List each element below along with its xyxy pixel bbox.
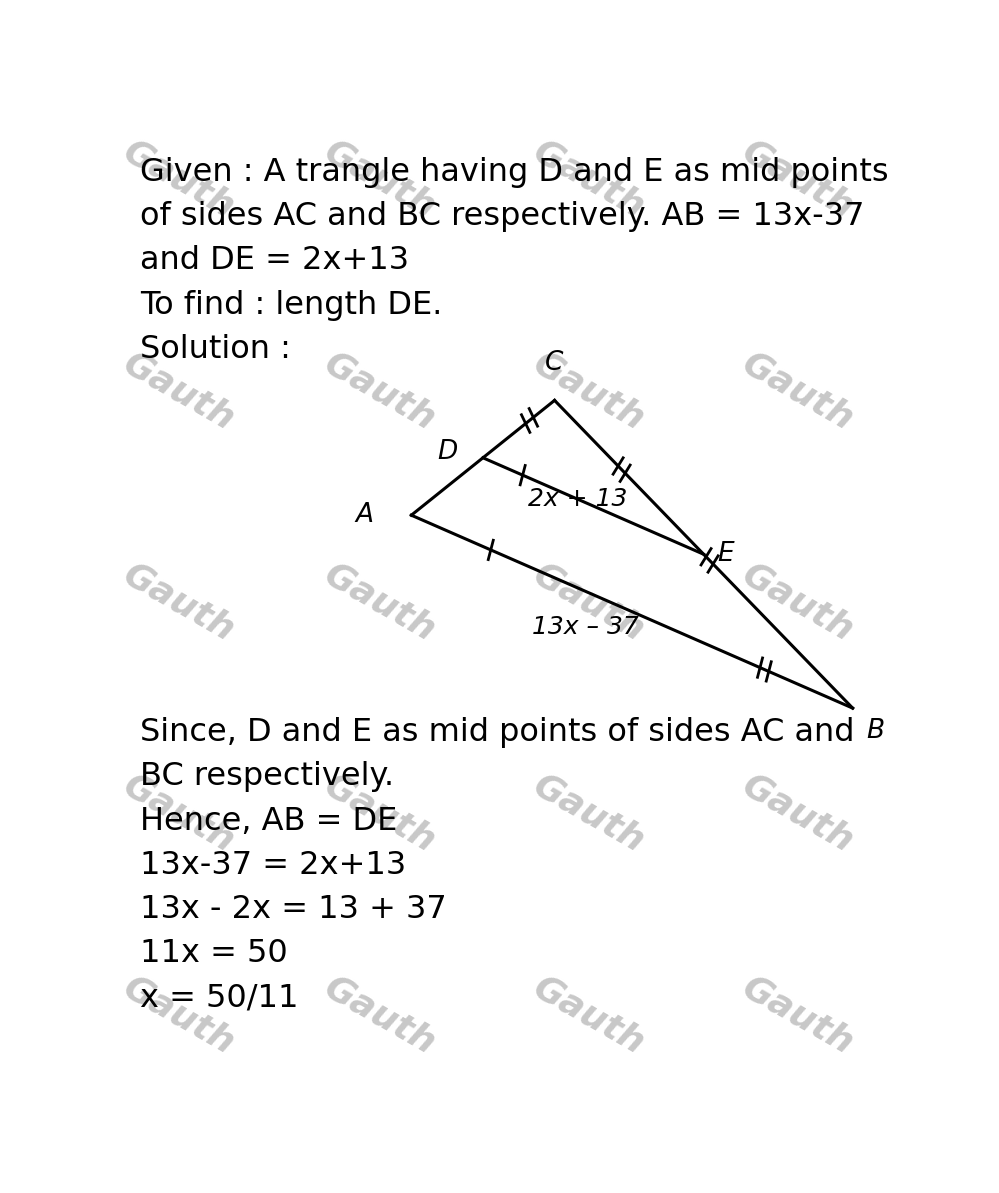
Text: Since, D and E as mid points of sides AC and
BC respectively.
Hence, AB = DE
13x: Since, D and E as mid points of sides AC… [140, 717, 855, 1014]
Text: Gauth: Gauth [319, 346, 442, 437]
Text: Gauth: Gauth [737, 768, 860, 859]
Text: Gauth: Gauth [319, 135, 442, 225]
Text: Gauth: Gauth [737, 557, 860, 648]
Text: Gauth: Gauth [527, 557, 651, 648]
Text: 13x – 37: 13x – 37 [532, 616, 639, 639]
Text: Gauth: Gauth [319, 970, 442, 1062]
Text: Gauth: Gauth [319, 768, 442, 859]
Text: Gauth: Gauth [527, 768, 651, 859]
Text: Gauth: Gauth [527, 135, 651, 225]
Text: C: C [545, 350, 563, 376]
Text: Given : A trangle having D and E as mid points
of sides AC and BC respectively. : Given : A trangle having D and E as mid … [140, 157, 889, 365]
Text: Gauth: Gauth [118, 970, 241, 1062]
Text: Gauth: Gauth [737, 970, 860, 1062]
Text: Gauth: Gauth [118, 135, 241, 225]
Text: Gauth: Gauth [737, 135, 860, 225]
Text: E: E [717, 542, 734, 567]
Text: Gauth: Gauth [527, 346, 651, 437]
Text: B: B [866, 718, 884, 744]
Text: Gauth: Gauth [737, 346, 860, 437]
Text: D: D [438, 439, 458, 465]
Text: Gauth: Gauth [527, 970, 651, 1062]
Text: Gauth: Gauth [118, 346, 241, 437]
Text: 2x + 13: 2x + 13 [528, 487, 627, 511]
Text: Gauth: Gauth [118, 768, 241, 859]
Text: A: A [356, 502, 374, 528]
Text: Gauth: Gauth [319, 557, 442, 648]
Text: Gauth: Gauth [118, 557, 241, 648]
